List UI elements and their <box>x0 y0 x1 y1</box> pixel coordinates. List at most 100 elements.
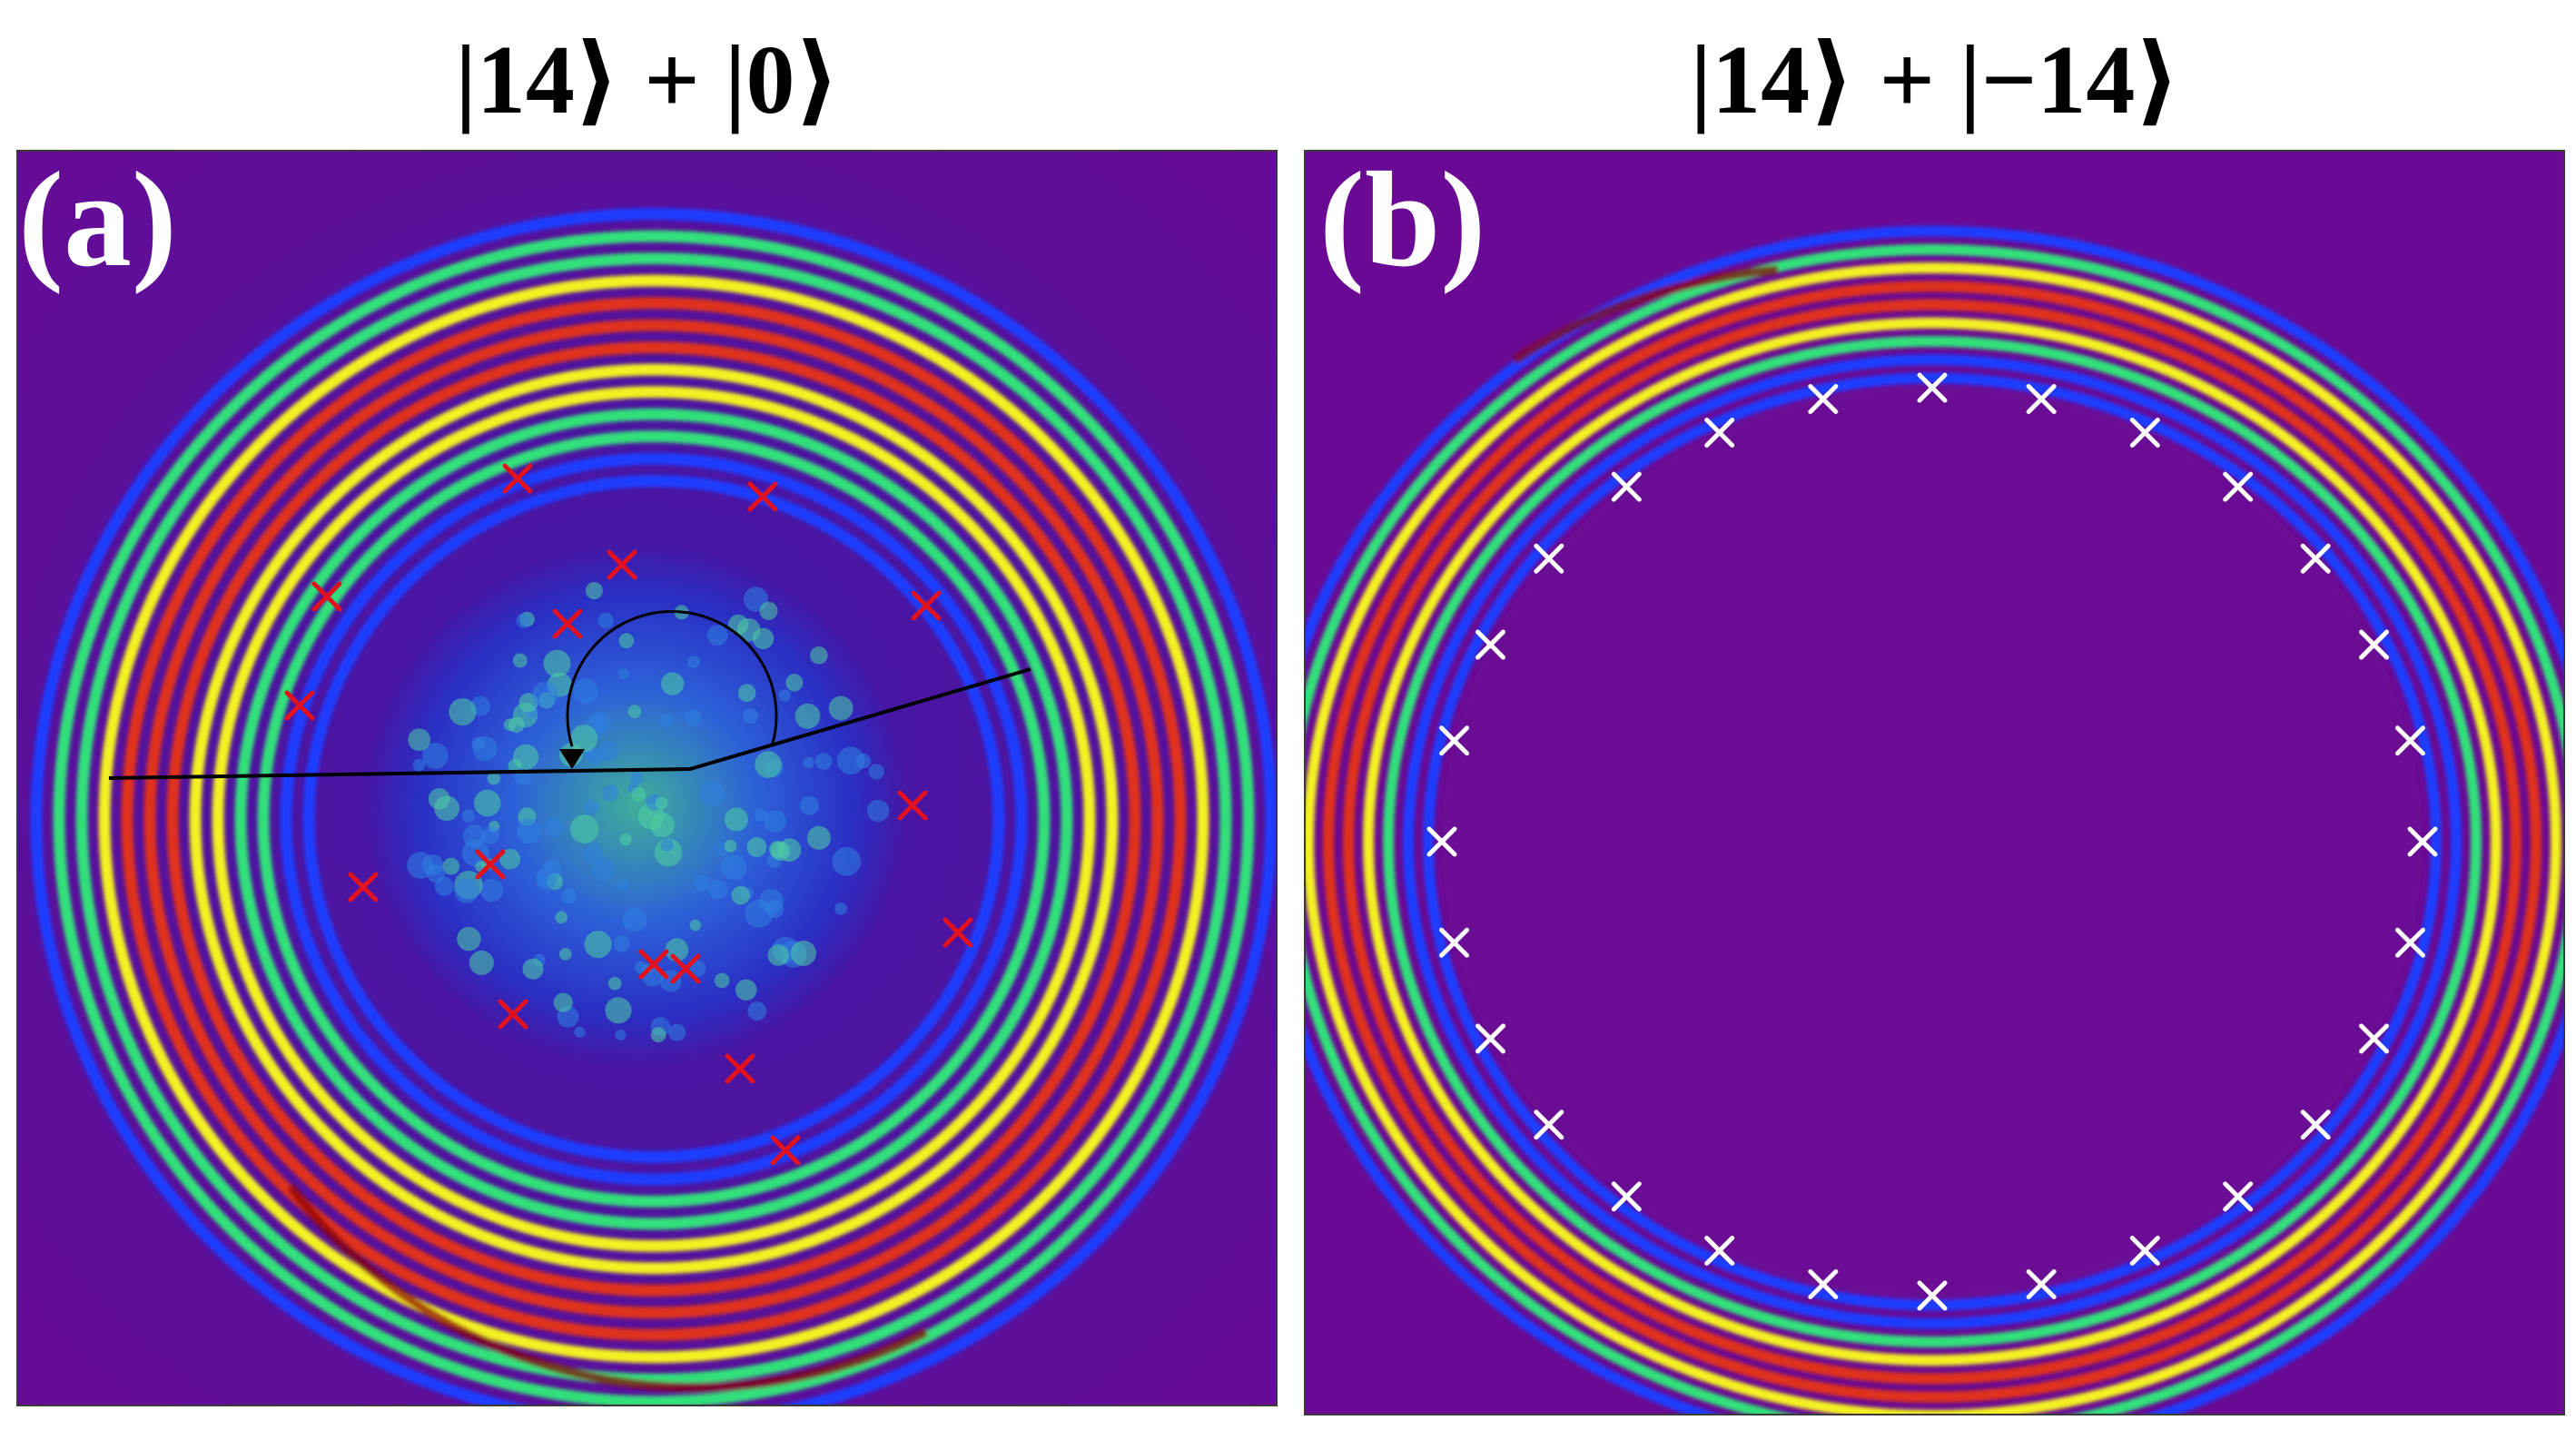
speckle-dot <box>684 709 702 727</box>
fringe-ring <box>1343 299 2522 1385</box>
cross-marker <box>475 849 506 880</box>
speckle-dot <box>582 843 604 864</box>
cross-marker <box>1611 471 1642 502</box>
cross-marker <box>1439 725 1470 756</box>
speckle-dot <box>759 601 778 620</box>
fringe-ring <box>98 274 1209 1364</box>
speckle-dot <box>810 646 828 665</box>
cross-marker <box>498 999 528 1030</box>
speckle-dot <box>627 705 642 718</box>
speckle-dot <box>617 667 630 680</box>
cross-marker <box>725 1053 755 1084</box>
panel-a-speckle <box>407 582 890 1043</box>
cross-marker <box>2300 543 2331 574</box>
cross-marker <box>1439 927 1470 958</box>
fringe-ring <box>189 363 1119 1275</box>
cross-marker <box>1475 629 1505 660</box>
speckle-dot <box>659 714 674 728</box>
speckle-dot <box>731 885 751 905</box>
fringe-ring <box>1403 354 2462 1329</box>
speckle-dot <box>650 1027 666 1043</box>
speckle-dot <box>543 649 571 677</box>
speckle-dot <box>806 825 831 850</box>
speckle-dot <box>764 810 786 833</box>
cross-marker <box>2223 471 2254 502</box>
cross-marker <box>1475 1023 1505 1054</box>
fringe-ring <box>212 386 1096 1252</box>
speckle-dot <box>768 841 786 859</box>
fringe-ring <box>302 475 1005 1163</box>
speckle-dot <box>499 848 521 870</box>
cross-marker <box>552 608 583 639</box>
speckle-dot <box>558 948 572 961</box>
speckle-dot <box>758 889 785 914</box>
speckle-dot <box>569 814 599 843</box>
panel-a-rings <box>30 208 1276 1405</box>
fringe-ring <box>1306 243 2563 1414</box>
cross-marker <box>911 590 942 621</box>
speckle-dot <box>803 756 814 769</box>
speckle-dot <box>522 958 544 980</box>
speckle-dot <box>481 826 500 844</box>
panel-b-title: |14⟩ + |−14⟩ <box>1690 25 2180 134</box>
speckle-dot <box>724 807 749 832</box>
fringe-ring <box>280 452 1028 1186</box>
fringe-ring <box>1323 281 2541 1403</box>
speckle-dot <box>832 846 862 876</box>
speckle-dot <box>631 786 646 802</box>
fringe-ring <box>1363 317 2502 1366</box>
speckle-dot <box>655 796 668 810</box>
cross-marker <box>311 581 342 612</box>
speckle-dot <box>799 795 820 815</box>
speckle-dot <box>585 582 603 600</box>
panel-a-markers <box>284 463 973 1166</box>
speckle-dot <box>689 919 702 932</box>
angle-arrowhead <box>559 749 585 769</box>
cross-marker <box>607 549 637 580</box>
speckle-dot <box>721 854 747 881</box>
cross-marker <box>348 872 379 902</box>
speckle-dot <box>708 880 728 900</box>
panel-a-image: (a) <box>16 150 1278 1406</box>
speckle-dot <box>714 972 730 989</box>
fringe-ring <box>234 408 1073 1230</box>
cross-marker <box>2223 1181 2254 1212</box>
cross-marker <box>1917 372 1948 403</box>
speckle-dot <box>785 674 804 692</box>
speckle-dot <box>463 824 487 848</box>
cross-marker <box>2026 1268 2057 1299</box>
cross-marker <box>2129 1235 2160 1266</box>
speckle-dot <box>573 678 598 705</box>
panel-b-dark-core <box>1442 388 2423 1296</box>
speckle-dot <box>412 758 426 772</box>
speckle-dot <box>584 931 612 959</box>
speckle-dot <box>619 833 632 846</box>
speckle-dot <box>834 902 847 915</box>
fringe-ring <box>75 252 1232 1386</box>
speckle-dot <box>601 784 619 802</box>
speckle-dot <box>555 911 568 924</box>
cross-marker <box>943 917 973 948</box>
speckle-dot <box>706 625 728 646</box>
speckle-dot <box>828 695 854 721</box>
cross-marker <box>747 481 778 512</box>
speckle-dot <box>694 874 711 892</box>
fringe-ring <box>257 430 1051 1208</box>
fringe-ring <box>1423 372 2442 1311</box>
speckle-dot <box>616 878 629 893</box>
fringe-hotspot <box>287 1183 929 1392</box>
cross-marker <box>2407 826 2438 857</box>
speckle-dot <box>473 789 501 817</box>
speckle-dot <box>668 1023 686 1041</box>
fringe-ring <box>1306 262 2561 1414</box>
speckle-dot <box>512 653 528 668</box>
speckle-dot <box>868 764 884 780</box>
fringe-ring <box>30 208 1276 1405</box>
cross-marker <box>1534 543 1564 574</box>
reference-lines <box>108 667 1031 780</box>
speckle-dot <box>449 697 477 726</box>
speckle-dot <box>553 992 573 1012</box>
panel-a-title: |14⟩ + |0⟩ <box>455 25 840 134</box>
speckle-dot <box>735 979 757 1001</box>
cross-marker <box>2394 725 2425 756</box>
